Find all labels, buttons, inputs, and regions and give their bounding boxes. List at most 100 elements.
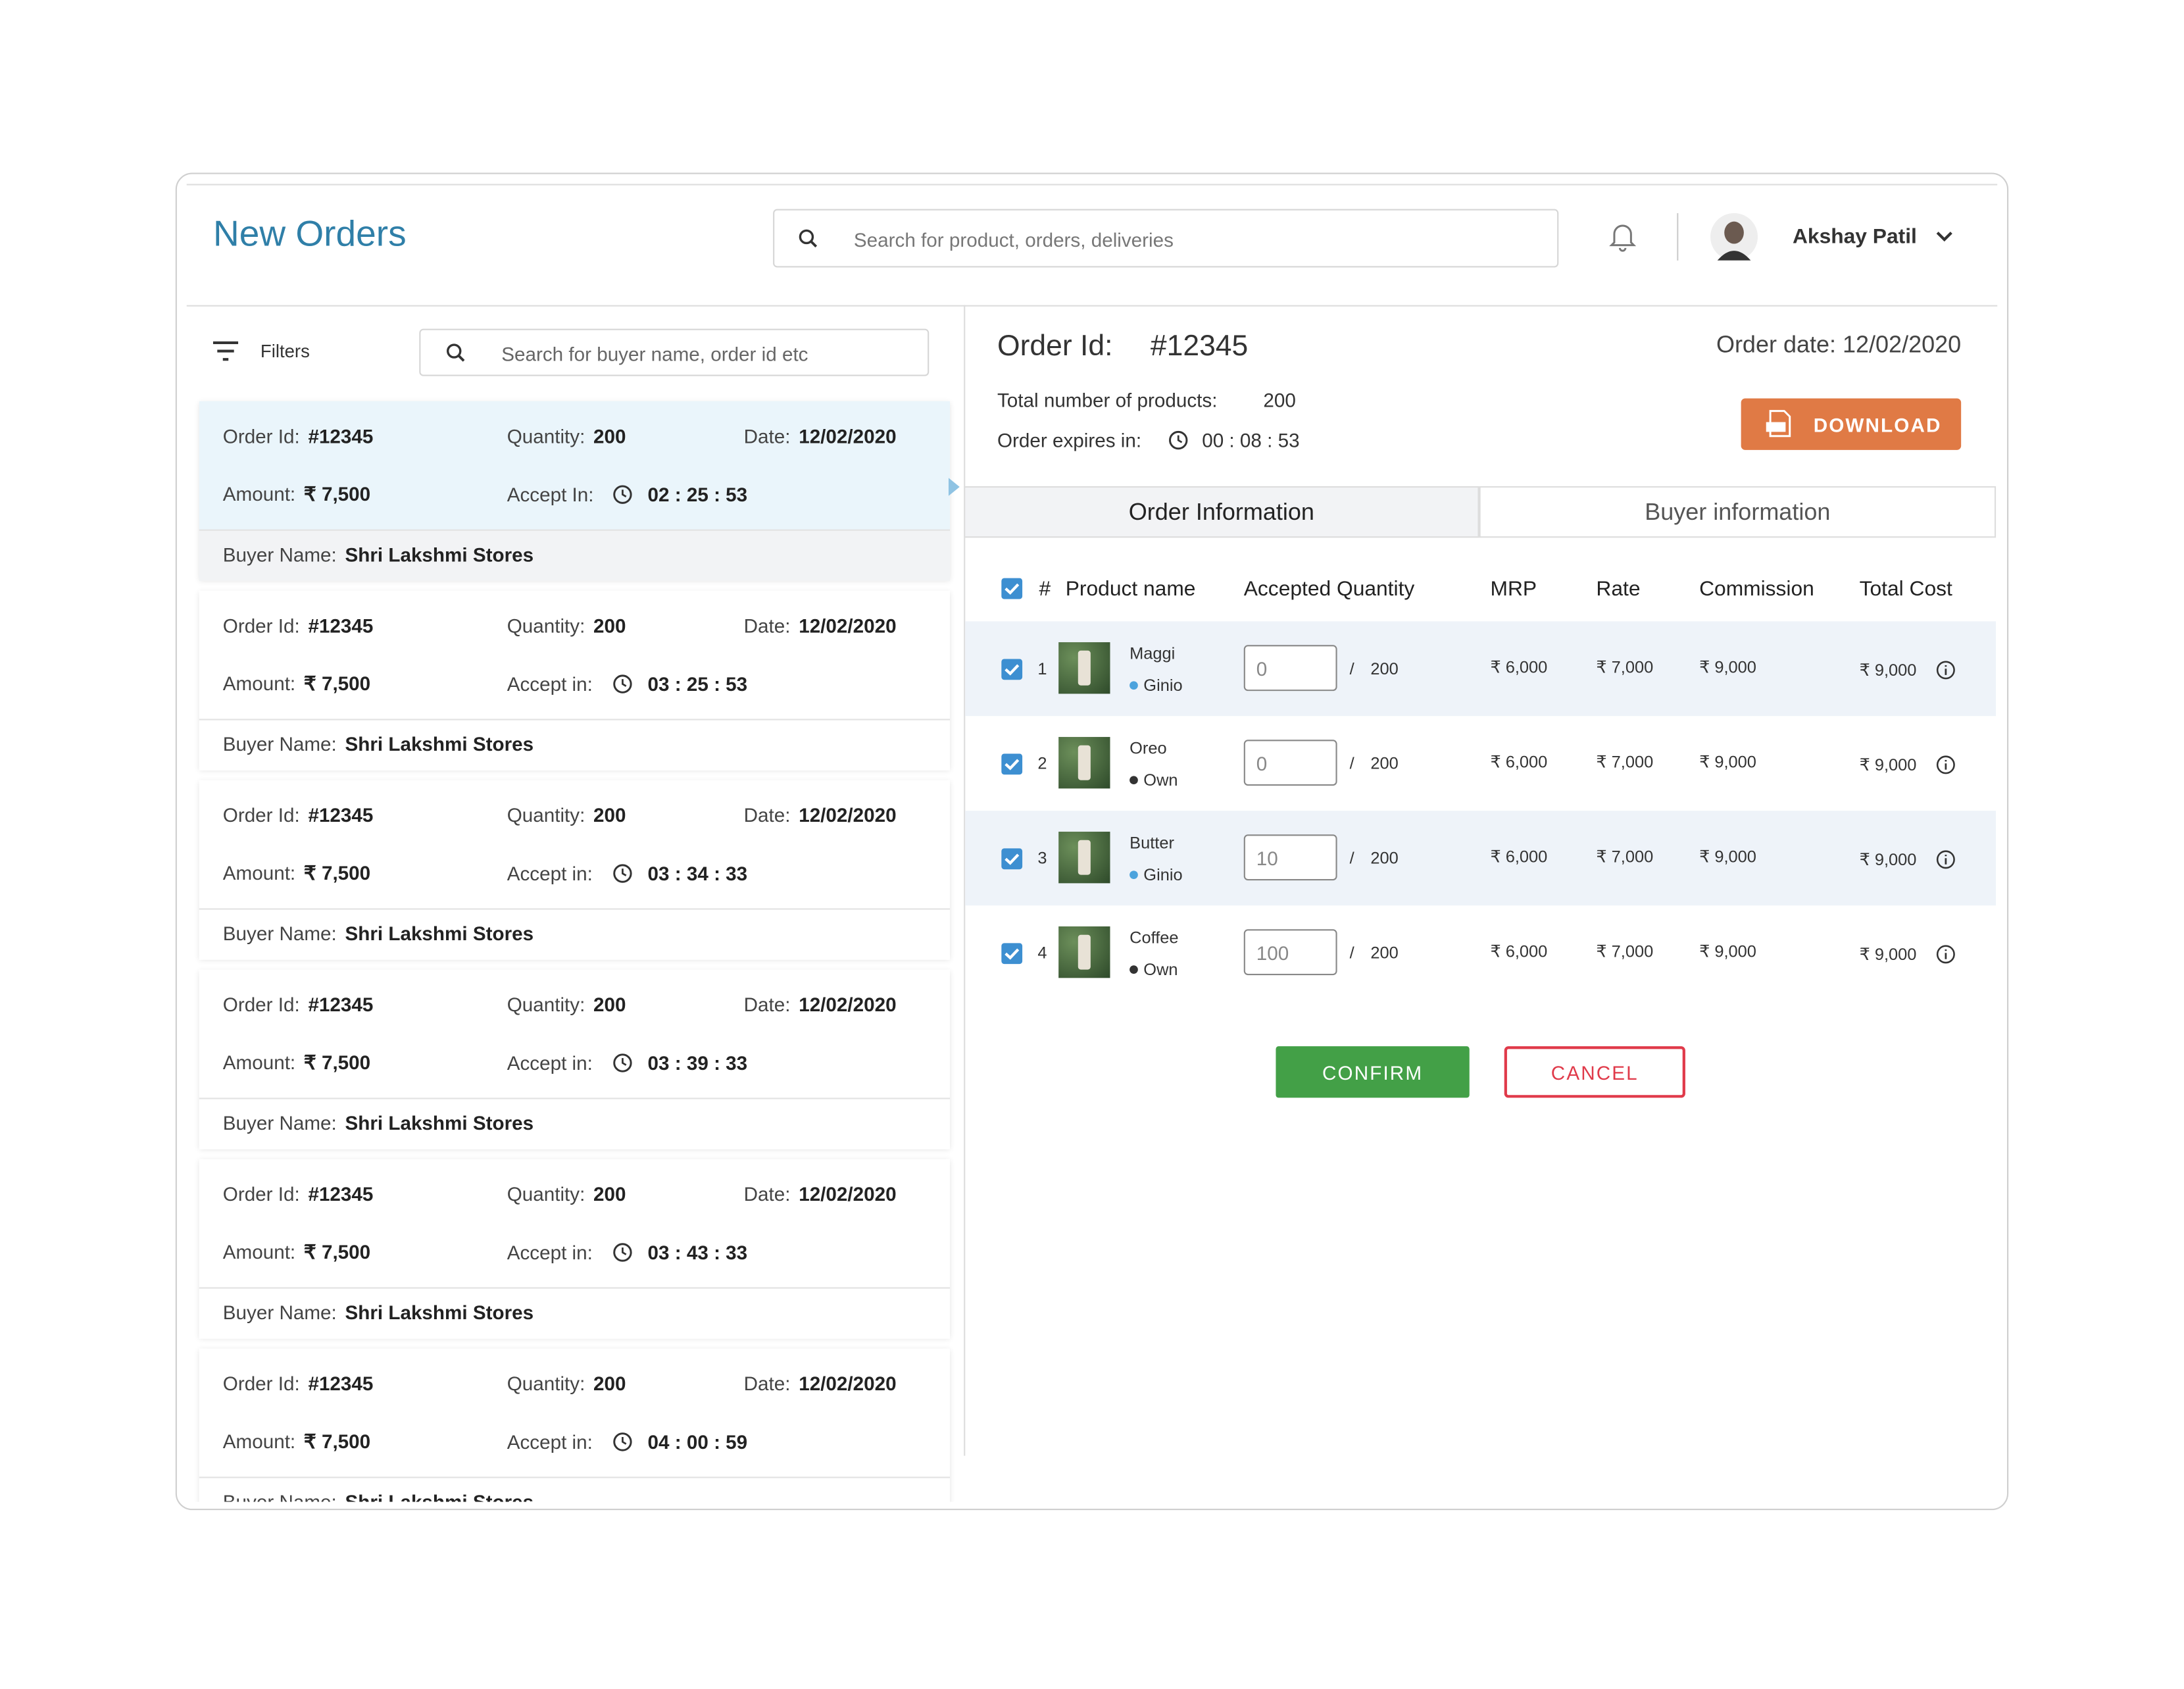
order-card[interactable]: Order Id: #12345 Quantity: 200 Date: 12/02/20… [199,969,950,1149]
order-card[interactable]: Order Id: #12345 Quantity: 200 Date: 12/02/20… [199,590,950,770]
quantity: Quantity: 200 [507,1183,626,1205]
quantity-input[interactable]: 0 [1243,645,1337,692]
order-id: Order Id: #12345 [223,1373,374,1395]
info-icon[interactable] [1936,945,1956,965]
order-search[interactable]: Search for buyer name, order id etc [419,328,930,376]
user-name[interactable]: Akshay Patil [1792,224,1917,249]
quantity-value: 200 [593,993,626,1016]
checkbox[interactable] [1001,753,1023,775]
date-label: Date: [743,424,791,447]
clock-icon [613,485,633,505]
download-label: DOWNLOAD [1813,413,1942,436]
quantity-value: 200 [593,803,626,826]
tab[interactable]: Buyer information [1479,486,1997,538]
quantity-label: Quantity: [507,1372,585,1395]
cancel-button[interactable]: CANCEL [1504,1046,1685,1098]
download-button[interactable]: DOWNLOAD [1741,398,1962,450]
order-id-value: #12345 [308,993,374,1016]
tab-active[interactable]: Order Information [964,486,1479,538]
info-icon[interactable] [1936,850,1956,870]
amount-value: ₹ 7,500 [303,1430,371,1453]
info-icon[interactable] [1936,755,1956,775]
amount-value: ₹ 7,500 [303,1240,371,1263]
quantity-label: Quantity: [507,993,585,1016]
confirm-button[interactable]: CONFIRM [1276,1046,1470,1098]
filter-icon[interactable] [212,341,239,361]
date-label: Date: [743,614,791,637]
clock-icon [613,1053,633,1073]
date-value: 12/02/2020 [799,1182,897,1205]
date-value: 12/02/2020 [799,424,897,447]
order-card[interactable]: Order Id: #12345 Quantity: 200 Date: 12/02/20… [199,401,950,581]
accept-time: 02 : 25 : 53 [647,483,748,506]
card-footer [199,1097,950,1149]
cancel-label: CANCEL [1551,1061,1639,1084]
frame-line [186,184,1998,186]
order-card[interactable]: Order Id: #12345 Quantity: 200 Date: 12/02/20… [199,1348,950,1502]
buyer-value: Shri Lakshmi Stores [345,543,534,566]
checkbox[interactable] [1001,659,1023,680]
amount: Amount: ₹ 7,500 [223,1430,370,1453]
order-id-label: Order Id: [222,803,300,826]
detail-order-id-label: Order Id: [997,330,1113,363]
buyer-label: Buyer Name: [222,1301,337,1324]
card-footer [199,1476,950,1502]
amount: Amount: ₹ 7,500 [223,483,370,507]
quantity-input-value: 10 [1256,847,1278,870]
global-search[interactable]: Search for product, orders, deliveries [773,209,1559,268]
order-id-value: #12345 [308,1182,374,1205]
accept-time: 03 : 25 : 53 [647,672,748,695]
date-label: Date: [743,803,791,826]
amount: Amount: ₹ 7,500 [223,1240,370,1264]
quantity-input[interactable]: 100 [1243,929,1337,976]
detail-order-id: #12345 [1150,330,1249,363]
amount-label: Amount: [222,672,296,695]
buyer-label: Buyer Name: [222,1111,337,1134]
chevron[interactable] [1935,230,1954,243]
accept-label: Accept in: [507,1430,593,1453]
accept: Accept in: [507,673,593,695]
buyer: Buyer Name: Shri Lakshmi Stores [223,543,534,566]
accept: Accept In: [507,484,594,506]
accept: Accept in: [507,1052,593,1074]
quantity-label: Quantity: [507,1182,585,1205]
card-footer [199,529,950,581]
quantity-value: 200 [593,424,626,447]
order-id-value: #12345 [308,424,374,447]
order-id-label: Order Id: [222,614,300,637]
order-id: Order Id: #12345 [223,994,374,1016]
date-label: Date: [743,993,791,1016]
checkbox[interactable] [1001,943,1023,965]
order-id: Order Id: #12345 [223,804,374,826]
quantity-value: 200 [593,614,626,637]
checkbox[interactable] [1001,848,1023,870]
accept-label: Accept in: [507,862,593,885]
card-footer [199,908,950,960]
expires-label: Order expires in: [997,429,1142,452]
search-icon [447,343,465,362]
checkbox[interactable] [1001,578,1023,599]
quantity-input-value: 0 [1256,752,1268,775]
card-footer [199,1287,950,1339]
quantity-value: 200 [593,1372,626,1395]
order-card[interactable]: Order Id: #12345 Quantity: 200 Date: 12/02/20… [199,1159,950,1339]
date: Date: 12/02/2020 [744,1183,897,1205]
filters-label[interactable]: Filters [260,340,310,362]
tab-label: Order Information [1128,498,1314,526]
accept-time: 04 : 00 : 59 [647,1430,748,1453]
quantity-label: Quantity: [507,424,585,447]
amount-value: ₹ 7,500 [303,482,371,505]
date-value: 12/02/2020 [799,993,897,1016]
accept: Accept in: [507,1430,593,1453]
quantity-input[interactable]: 0 [1243,740,1337,786]
quantity-input[interactable]: 10 [1243,834,1337,881]
frame [175,172,2009,1511]
bell-icon[interactable] [1608,222,1637,253]
avatar[interactable] [1710,213,1758,261]
info-icon[interactable] [1936,661,1956,680]
order-list: Order Id: #12345 Quantity: 200 Date: 12/02/20… [192,393,958,1502]
order-card[interactable]: Order Id: #12345 Quantity: 200 Date: 12/02/20… [199,780,950,960]
amount: Amount: ₹ 7,500 [223,862,370,886]
